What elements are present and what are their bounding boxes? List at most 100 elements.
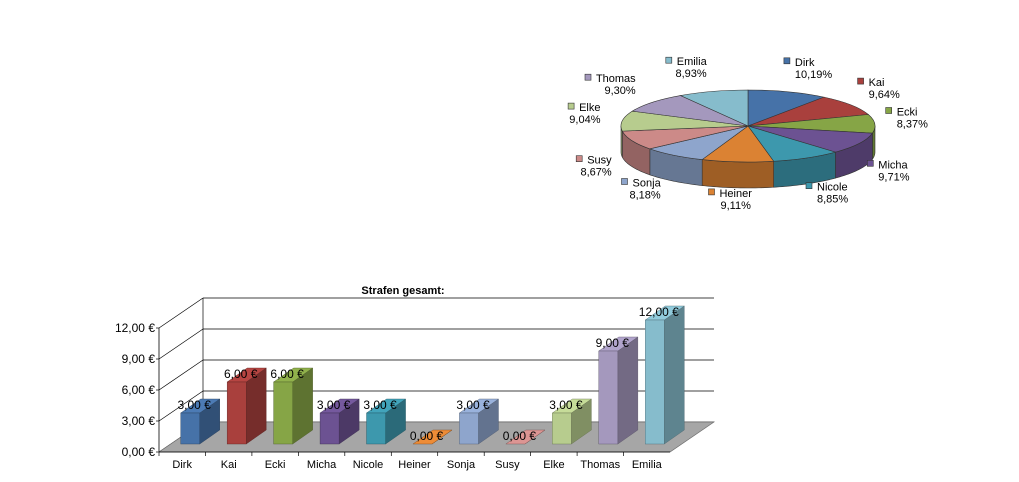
pie-label-value: 9,71% <box>878 171 909 183</box>
bar-data-label: 12,00 € <box>639 305 679 319</box>
bar-data-label: 6,00 € <box>224 367 258 381</box>
bar-chart-title: Strafen gesamt: <box>361 285 444 297</box>
x-tick-label: Susy <box>495 459 520 471</box>
y-tick-label: 12,00 € <box>115 321 155 335</box>
y-tick-label: 9,00 € <box>122 352 156 366</box>
pie-label-value: 10,19% <box>795 69 833 81</box>
bar-data-label: 6,00 € <box>270 367 304 381</box>
pie-label-name: Kai <box>869 77 885 89</box>
bar-top <box>505 429 546 445</box>
pie-label-value: 9,30% <box>604 85 635 97</box>
legend-key-susy <box>575 155 583 162</box>
pie-label-name: Sonja <box>633 178 662 190</box>
legend-key-elke <box>567 102 575 110</box>
x-tick-label: Elke <box>543 459 564 471</box>
bar-micha: 3,00 € <box>317 398 360 445</box>
bar-data-label: 0,00 € <box>410 429 444 443</box>
pie-slice-kai <box>747 96 870 127</box>
bar-heiner: 0,00 € <box>410 429 453 445</box>
legend-key-emilia <box>665 56 673 64</box>
bar-data-label: 3,00 € <box>363 398 397 412</box>
bar-susy: 0,00 € <box>503 429 546 445</box>
pie-label-name: Thomas <box>596 73 636 85</box>
bar-front <box>180 412 200 445</box>
bar-data-label: 3,00 € <box>178 398 212 412</box>
pie-label-value: 9,64% <box>869 89 900 101</box>
pie-label-value: 9,11% <box>721 200 752 212</box>
bar-data-label: 3,00 € <box>317 398 351 412</box>
side-gridline <box>158 390 204 422</box>
legend-key-kai <box>857 77 864 85</box>
bar-emilia: 12,00 € <box>639 305 685 445</box>
y-tick-label: 3,00 € <box>122 414 156 428</box>
bar-kai: 6,00 € <box>224 367 267 445</box>
bar-data-label: 0,00 € <box>503 429 537 443</box>
bar-ecki: 6,00 € <box>270 367 314 445</box>
bar-front <box>319 412 340 445</box>
legend-key-nicole <box>805 182 813 189</box>
x-tick-label: Emilia <box>632 459 663 471</box>
x-tick-label: Kai <box>221 459 237 471</box>
bar-thomas: 9,00 € <box>596 336 639 445</box>
pie-label-name: Susy <box>587 155 612 167</box>
side-gridline <box>158 359 204 391</box>
pie-label-value: 9,04% <box>569 114 600 126</box>
bar-data-label: 3,00 € <box>456 398 490 412</box>
x-tick-label: Dirk <box>172 459 192 471</box>
pie-slice-dirk <box>747 89 825 127</box>
legend-key-micha <box>866 160 874 167</box>
x-tick-label: Micha <box>307 459 337 471</box>
pie-label-name: Heiner <box>719 188 752 200</box>
pie-label-value: 8,93% <box>675 68 706 80</box>
bar-front <box>273 381 293 445</box>
bar-front <box>366 412 386 445</box>
pie-label-value: 8,37% <box>897 119 928 131</box>
legend-key-heiner <box>708 188 715 196</box>
x-tick-label: Heiner <box>398 459 431 471</box>
x-tick-label: Nicole <box>353 459 384 471</box>
x-tick-label: Thomas <box>580 459 620 471</box>
pie-label-name: Ecki <box>897 107 918 119</box>
bar-elke: 3,00 € <box>549 398 593 445</box>
side-gridline <box>158 297 204 329</box>
bar-side <box>617 336 639 445</box>
y-tick-label: 0,00 € <box>122 445 156 459</box>
bar-data-label: 3,00 € <box>549 398 583 412</box>
legend-key-thomas <box>584 73 592 81</box>
legend-key-sonja <box>621 178 628 185</box>
x-tick-label: Ecki <box>265 459 286 471</box>
bar-sonja: 3,00 € <box>456 398 500 445</box>
pie-label-name: Elke <box>579 102 600 114</box>
legend-key-ecki <box>885 107 893 114</box>
pie-label-name: Micha <box>878 159 908 171</box>
bar-data-label: 9,00 € <box>596 336 630 350</box>
bar-front <box>552 412 572 445</box>
bar-front <box>226 381 247 445</box>
pie-label-name: Dirk <box>795 57 815 69</box>
pie-label-name: Emilia <box>677 56 708 68</box>
pie-slice-emilia <box>679 89 749 127</box>
legend-key-dirk <box>783 57 791 65</box>
bar-front <box>645 319 665 445</box>
pie-label-name: Nicole <box>817 182 848 194</box>
bar-front <box>598 350 619 445</box>
side-gridline <box>158 328 204 360</box>
x-tick-label: Sonja <box>447 459 476 471</box>
bar-top <box>412 429 453 445</box>
bar-nicole: 3,00 € <box>363 398 407 445</box>
pie-label-value: 8,18% <box>629 190 660 202</box>
bar-side <box>664 305 685 445</box>
bar-dirk: 3,00 € <box>178 398 221 445</box>
